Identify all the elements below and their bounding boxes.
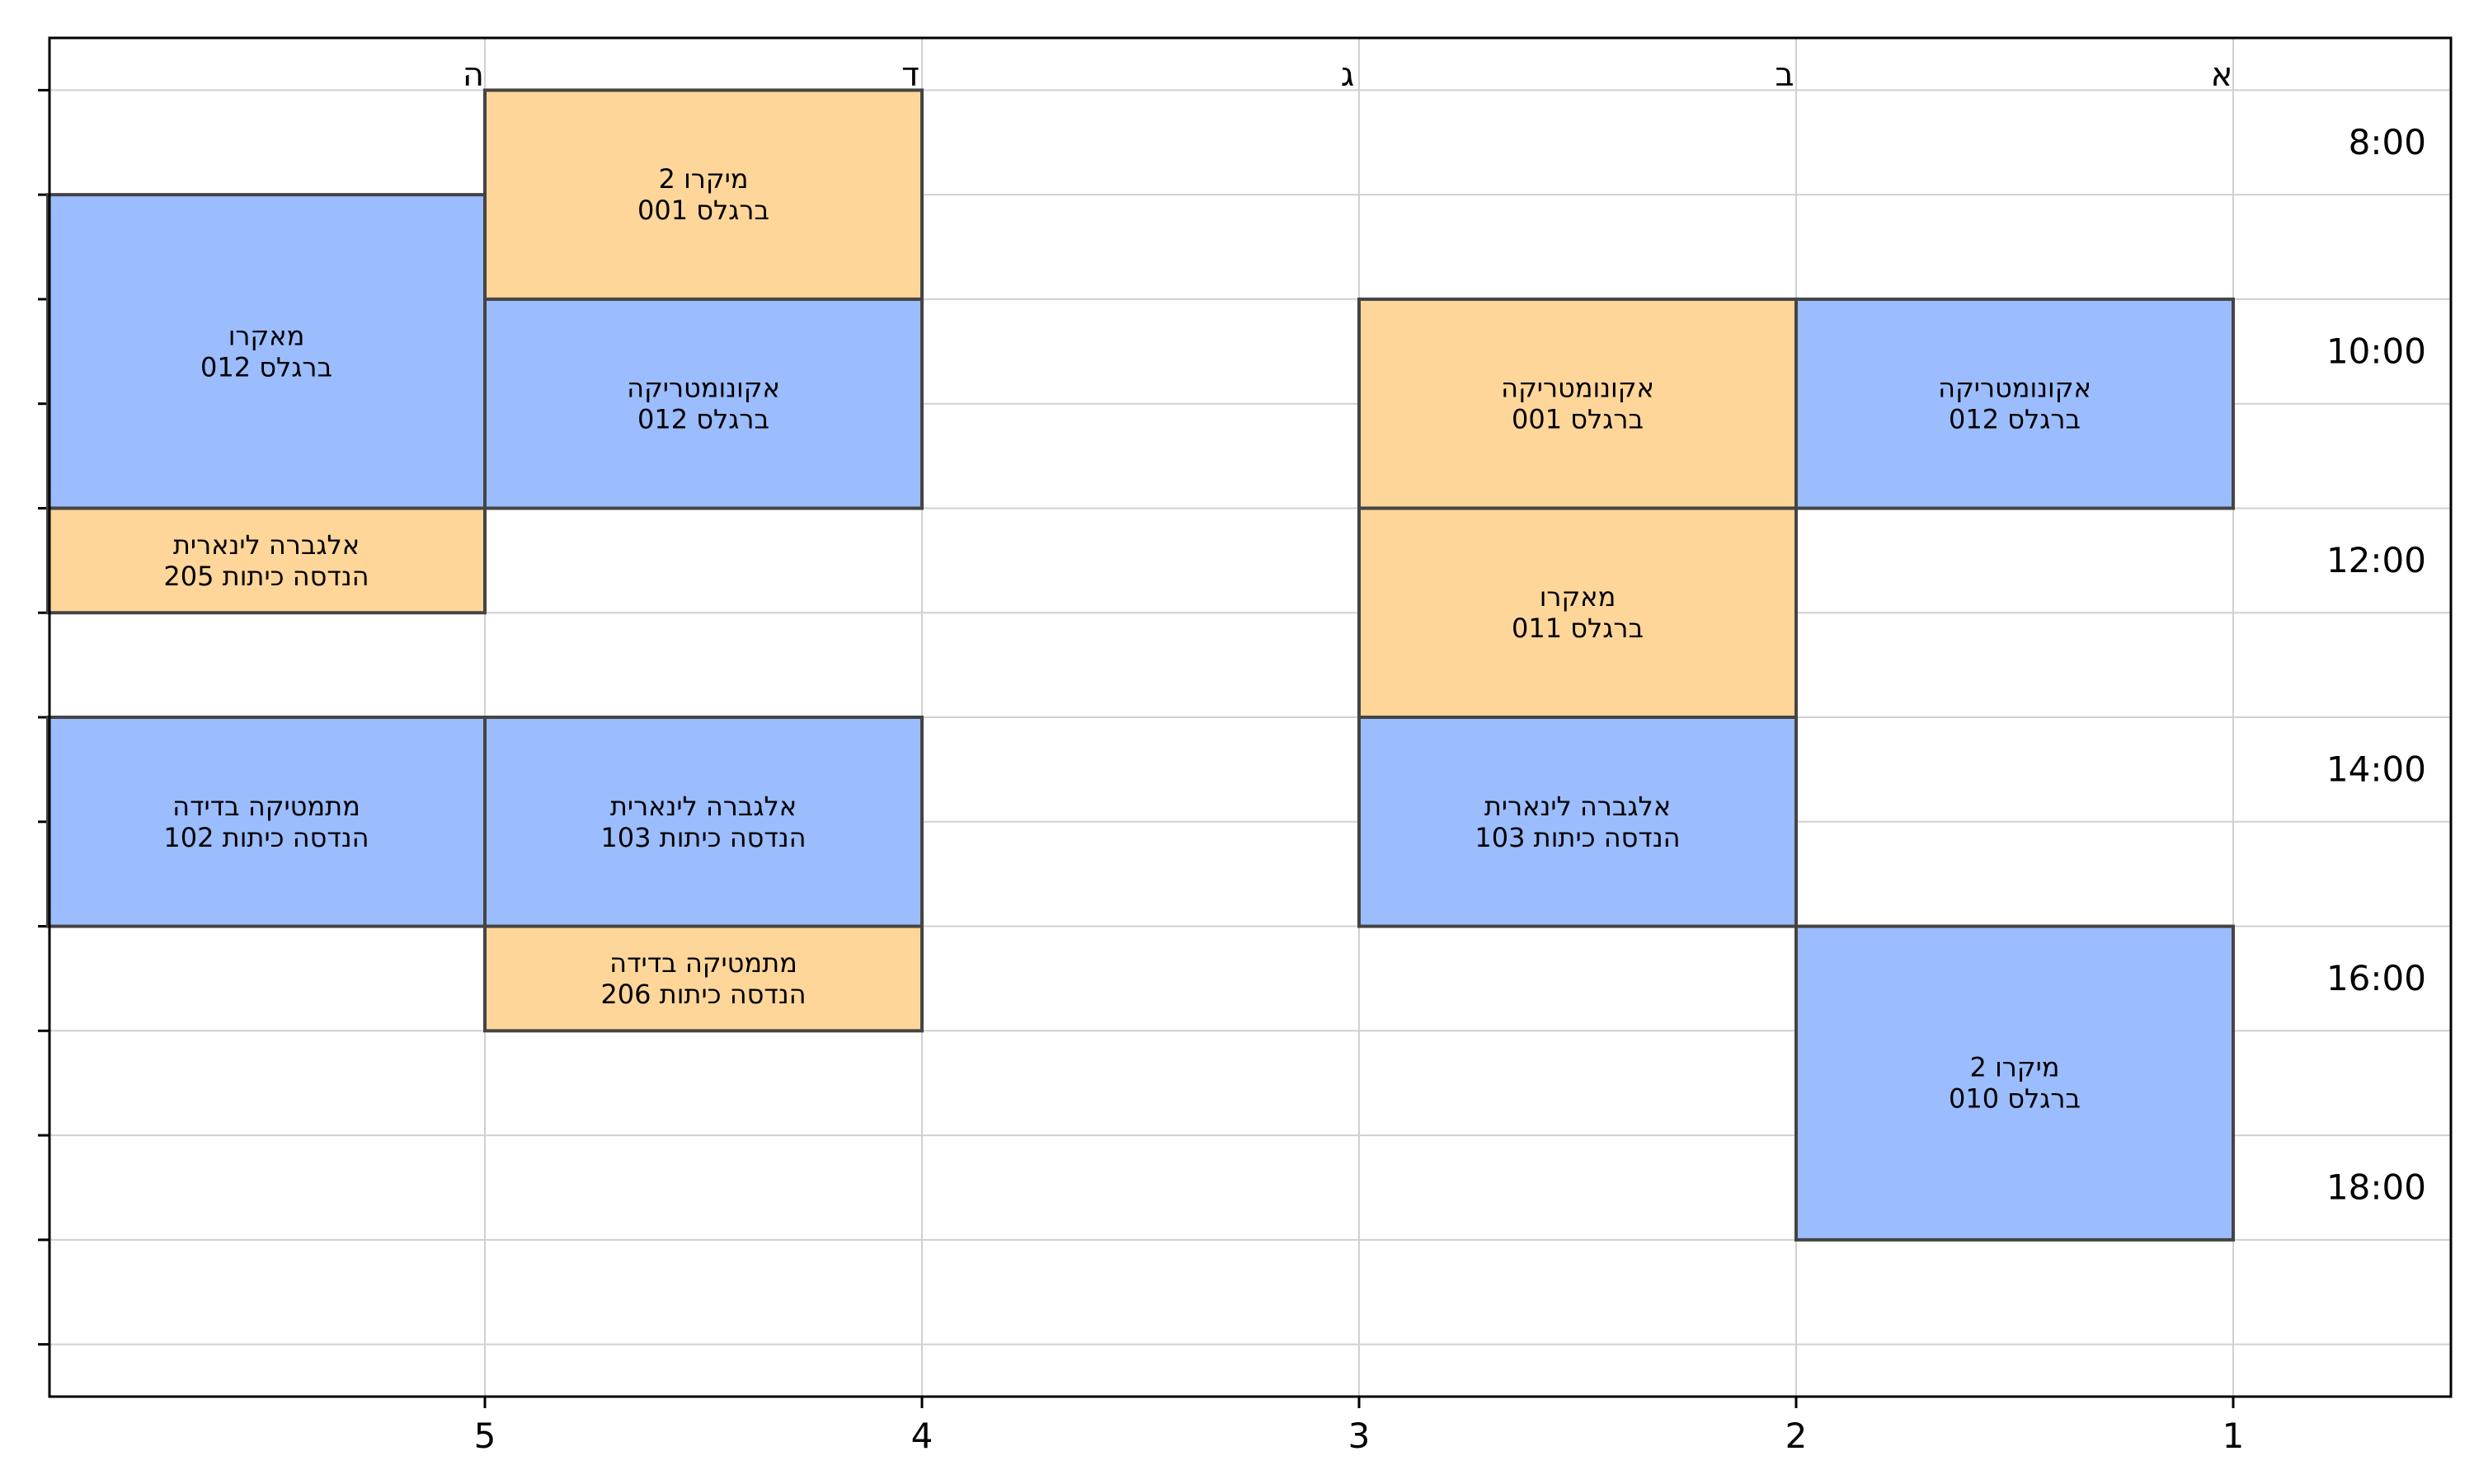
day-header: ג (1341, 56, 1354, 94)
course-name: מתמטיקה בדידה (609, 947, 797, 979)
course-name: מיקרו 2 (659, 163, 749, 195)
day-header: ה (463, 56, 484, 94)
course-block-rect (483, 924, 924, 1033)
label-layer: 1 2 3 4 5 א ב ג ד ה 8:00 10:00 12:00 14:00 16:00 18:00 (463, 56, 2426, 1456)
course-room: 001 ברגלס (637, 195, 769, 226)
course-block-rect (483, 297, 924, 510)
course-block-rect (1357, 506, 1798, 720)
course-block-rect (1794, 297, 2235, 510)
x-tick-label: 5 (474, 1416, 496, 1456)
course-room: 205 הנדסה כיתות (163, 561, 369, 592)
x-tick-label: 3 (1348, 1416, 1371, 1456)
course-block-rect (483, 716, 924, 928)
course-name: מאקרו (228, 320, 305, 351)
x-tick-label: 1 (2222, 1416, 2245, 1456)
course-room: 012 ברגלס (1949, 404, 2081, 435)
course-block-rect (1357, 297, 1798, 510)
time-label: 14:00 (2326, 749, 2426, 789)
course-block-rect (46, 506, 487, 615)
course-room: 012 ברגלס (637, 404, 769, 435)
course-room: 001 ברגלס (1512, 404, 1644, 435)
course-room: 012 ברגלס (200, 351, 332, 383)
course-block-rect (1357, 716, 1798, 928)
course-room: 103 הנדסה כיתות (1475, 822, 1680, 853)
course-name: אלגברה לינארית (1484, 791, 1671, 822)
day-header: ד (901, 56, 920, 94)
course-name: מתמטיקה בדידה (172, 791, 360, 822)
course-room: 206 הנדסה כיתות (600, 979, 806, 1010)
time-label: 18:00 (2326, 1167, 2426, 1207)
course-block-rect (483, 88, 924, 301)
course-name: אלגברה לינארית (173, 529, 360, 561)
time-label: 12:00 (2326, 540, 2426, 580)
course-name: מאקרו (1540, 581, 1616, 613)
x-tick-label: 2 (1785, 1416, 1808, 1456)
time-label: 16:00 (2326, 958, 2426, 998)
course-name: אלגברה לינארית (610, 791, 797, 822)
course-name: אקונומטריקה (627, 373, 780, 404)
course-block-rect (46, 193, 487, 510)
course-room: 103 הנדסה כיתות (600, 822, 806, 853)
course-room: 102 הנדסה כיתות (163, 822, 369, 853)
plot-frame (48, 36, 2453, 1398)
time-label: 10:00 (2326, 331, 2426, 371)
day-header: ב (1775, 56, 1794, 94)
x-tick-label: 4 (911, 1416, 934, 1456)
course-room: 011 ברגלס (1512, 613, 1644, 644)
course-name: אקונומטריקה (1501, 373, 1654, 404)
time-label: 8:00 (2349, 122, 2426, 162)
day-header: א (2211, 56, 2233, 94)
course-block-rect (1794, 924, 2235, 1242)
course-block-rect (46, 716, 487, 928)
course-name: אקונומטריקה (1938, 373, 2091, 404)
course-name: מיקרו 2 (1970, 1052, 2060, 1083)
course-room: 010 ברגלס (1949, 1083, 2081, 1115)
